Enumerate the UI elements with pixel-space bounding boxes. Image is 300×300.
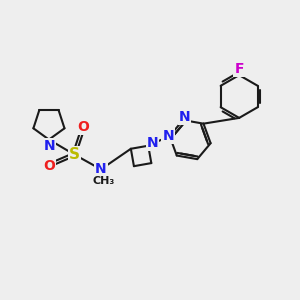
Text: S: S — [69, 147, 80, 162]
Text: N: N — [179, 110, 190, 124]
Text: N: N — [147, 136, 158, 150]
Text: N: N — [44, 139, 56, 152]
Text: N: N — [95, 162, 107, 176]
Text: O: O — [43, 159, 55, 173]
Text: O: O — [77, 120, 89, 134]
Text: F: F — [234, 61, 244, 76]
Text: CH₃: CH₃ — [93, 176, 115, 186]
Text: N: N — [162, 129, 174, 143]
